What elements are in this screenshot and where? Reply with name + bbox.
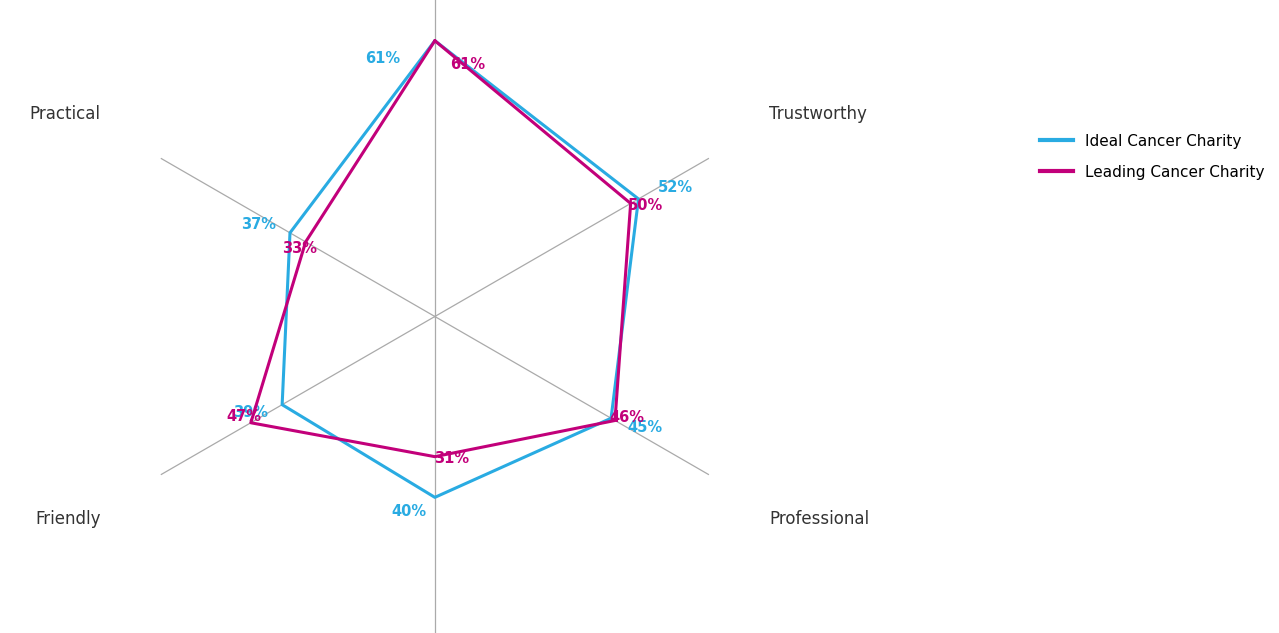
Text: 46%: 46%: [610, 410, 645, 425]
Text: Trustworthy: Trustworthy: [769, 106, 867, 123]
Text: 61%: 61%: [365, 51, 400, 66]
Text: Friendly: Friendly: [35, 510, 101, 527]
Text: 39%: 39%: [234, 405, 269, 420]
Text: 33%: 33%: [281, 241, 317, 256]
Text: 37%: 37%: [242, 218, 276, 232]
Text: 50%: 50%: [628, 197, 663, 213]
Text: 45%: 45%: [628, 420, 663, 436]
Text: 61%: 61%: [450, 58, 485, 73]
Legend: Ideal Cancer Charity, Leading Cancer Charity: Ideal Cancer Charity, Leading Cancer Cha…: [1040, 134, 1265, 180]
Text: 52%: 52%: [657, 180, 693, 196]
Text: Practical: Practical: [29, 106, 101, 123]
Text: 31%: 31%: [435, 451, 469, 467]
Text: 47%: 47%: [226, 409, 262, 424]
Text: Professional: Professional: [769, 510, 870, 527]
Text: 40%: 40%: [391, 504, 427, 519]
